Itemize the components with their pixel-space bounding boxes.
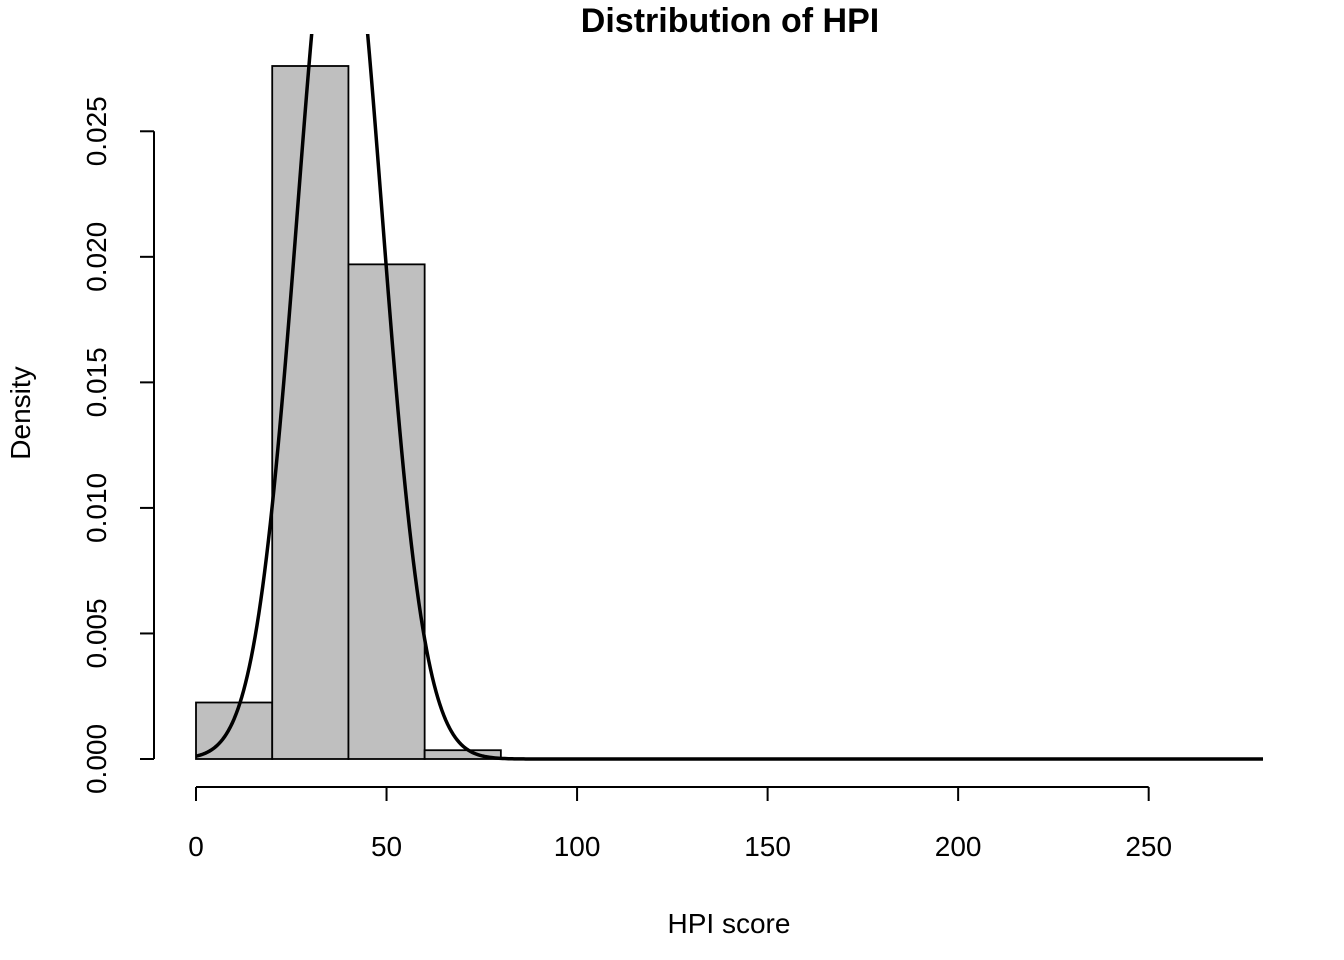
y-tick-label: 0.015 (81, 347, 112, 417)
chart-title: Distribution of HPI (581, 2, 879, 40)
histogram-bar (347, 263, 426, 760)
y-axis-label: Density (5, 366, 36, 459)
x-tick-label: 200 (935, 831, 982, 862)
bars-layer (195, 65, 502, 760)
y-tick-label: 0.005 (81, 598, 112, 668)
histogram-bar (271, 65, 350, 760)
x-tick-label: 50 (371, 831, 402, 862)
x-tick-label: 100 (554, 831, 601, 862)
x-tick-label: 250 (1125, 831, 1172, 862)
x-tick-label: 0 (188, 831, 204, 862)
y-tick-label: 0.020 (81, 222, 112, 292)
curve-layer (195, 34, 1263, 761)
y-tick-label: 0.000 (81, 724, 112, 794)
y-tick-label: 0.010 (81, 473, 112, 543)
x-axis-label: HPI score (668, 908, 791, 939)
x-axis: 0 50 100 150 200 250 (188, 786, 1172, 862)
y-axis: 0.000 0.005 0.010 0.015 0.020 0.025 (81, 96, 155, 794)
y-tick-label: 0.025 (81, 96, 112, 166)
histogram-bar (423, 749, 502, 760)
normal-density-curve (195, 34, 1263, 761)
x-tick-label: 150 (744, 831, 791, 862)
